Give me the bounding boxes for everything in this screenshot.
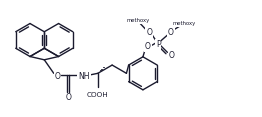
Text: O: O xyxy=(145,42,151,51)
Text: O: O xyxy=(168,28,174,37)
Text: O: O xyxy=(146,28,152,37)
Text: methoxy: methoxy xyxy=(127,18,150,24)
Text: P: P xyxy=(156,40,161,49)
Text: NH: NH xyxy=(78,72,90,81)
Text: O: O xyxy=(168,51,174,60)
Text: O: O xyxy=(55,72,61,81)
Text: O: O xyxy=(66,93,72,102)
Text: COOH: COOH xyxy=(87,92,109,98)
Text: methoxy: methoxy xyxy=(173,21,196,26)
